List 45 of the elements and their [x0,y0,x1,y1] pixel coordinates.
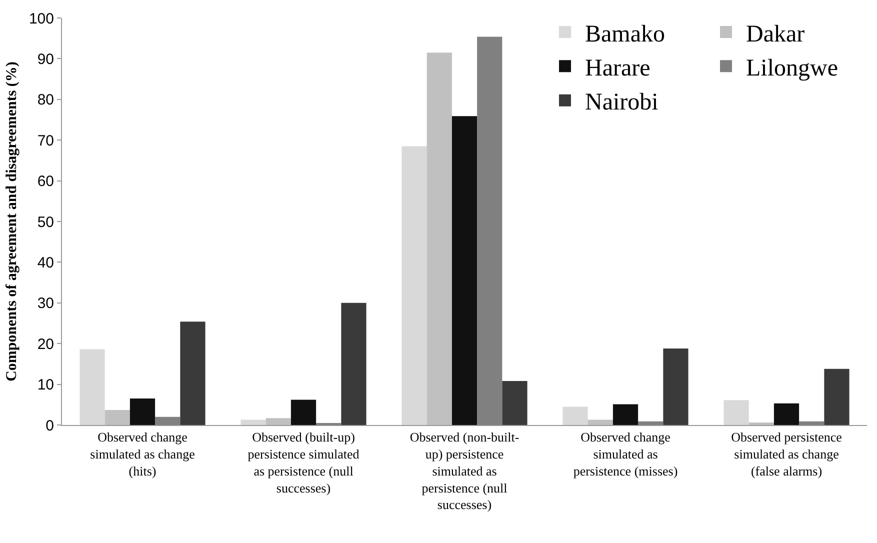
x-tick-label: Observed change simulated as change (hits) [90,430,196,478]
bar [724,400,749,425]
x-tick-label: Observed persistence simulated as change (false alarms) [731,430,842,478]
y-tick-label: 70 [37,132,54,150]
bar [612,404,638,425]
bar [502,381,528,425]
bar [180,322,206,425]
bar [290,400,316,425]
y-tick-label: 20 [37,336,54,353]
bar [402,146,427,425]
y-tick-label: 100 [28,10,54,28]
y-tick-label: 0 [46,417,54,434]
y-tick-label: 80 [37,92,54,109]
bar [663,348,688,425]
legend-label: Dakar [746,21,805,48]
bar [155,416,180,425]
bar [266,418,291,425]
x-tick-label: Observed (built-up) persistence simulated as persistence (null successes) [248,430,360,496]
legend-label: Bamako [585,21,665,48]
bar [452,116,478,425]
bar [774,403,800,425]
bar [80,349,105,425]
x-tick-label: Observed (non-built-up) persistence simulated as persistence (null successes) [410,430,520,512]
bar [104,410,130,425]
y-tick-label: 50 [37,214,54,231]
bar [426,52,452,425]
bar [130,398,156,425]
legend-label: Harare [585,56,650,82]
y-tick-label: 30 [37,295,54,312]
y-tick-label: 60 [37,173,54,190]
y-tick-label: 10 [37,376,54,394]
y-axis-title: Components of agreement and disagreements (%) [4,62,20,382]
bar [824,368,850,425]
legend-label: Nairobi [585,90,659,116]
x-tick-label: Observed change simulated as persistence (misses) [573,430,678,478]
bar [638,421,664,425]
bar [240,420,266,425]
y-tick-label: 40 [37,254,54,272]
y-tick-label: 90 [37,50,54,68]
bar [341,302,366,425]
bar [799,421,824,425]
bar [588,420,613,425]
bar [477,36,502,425]
bar [562,406,588,425]
legend-label: Lilongwe [746,56,838,82]
